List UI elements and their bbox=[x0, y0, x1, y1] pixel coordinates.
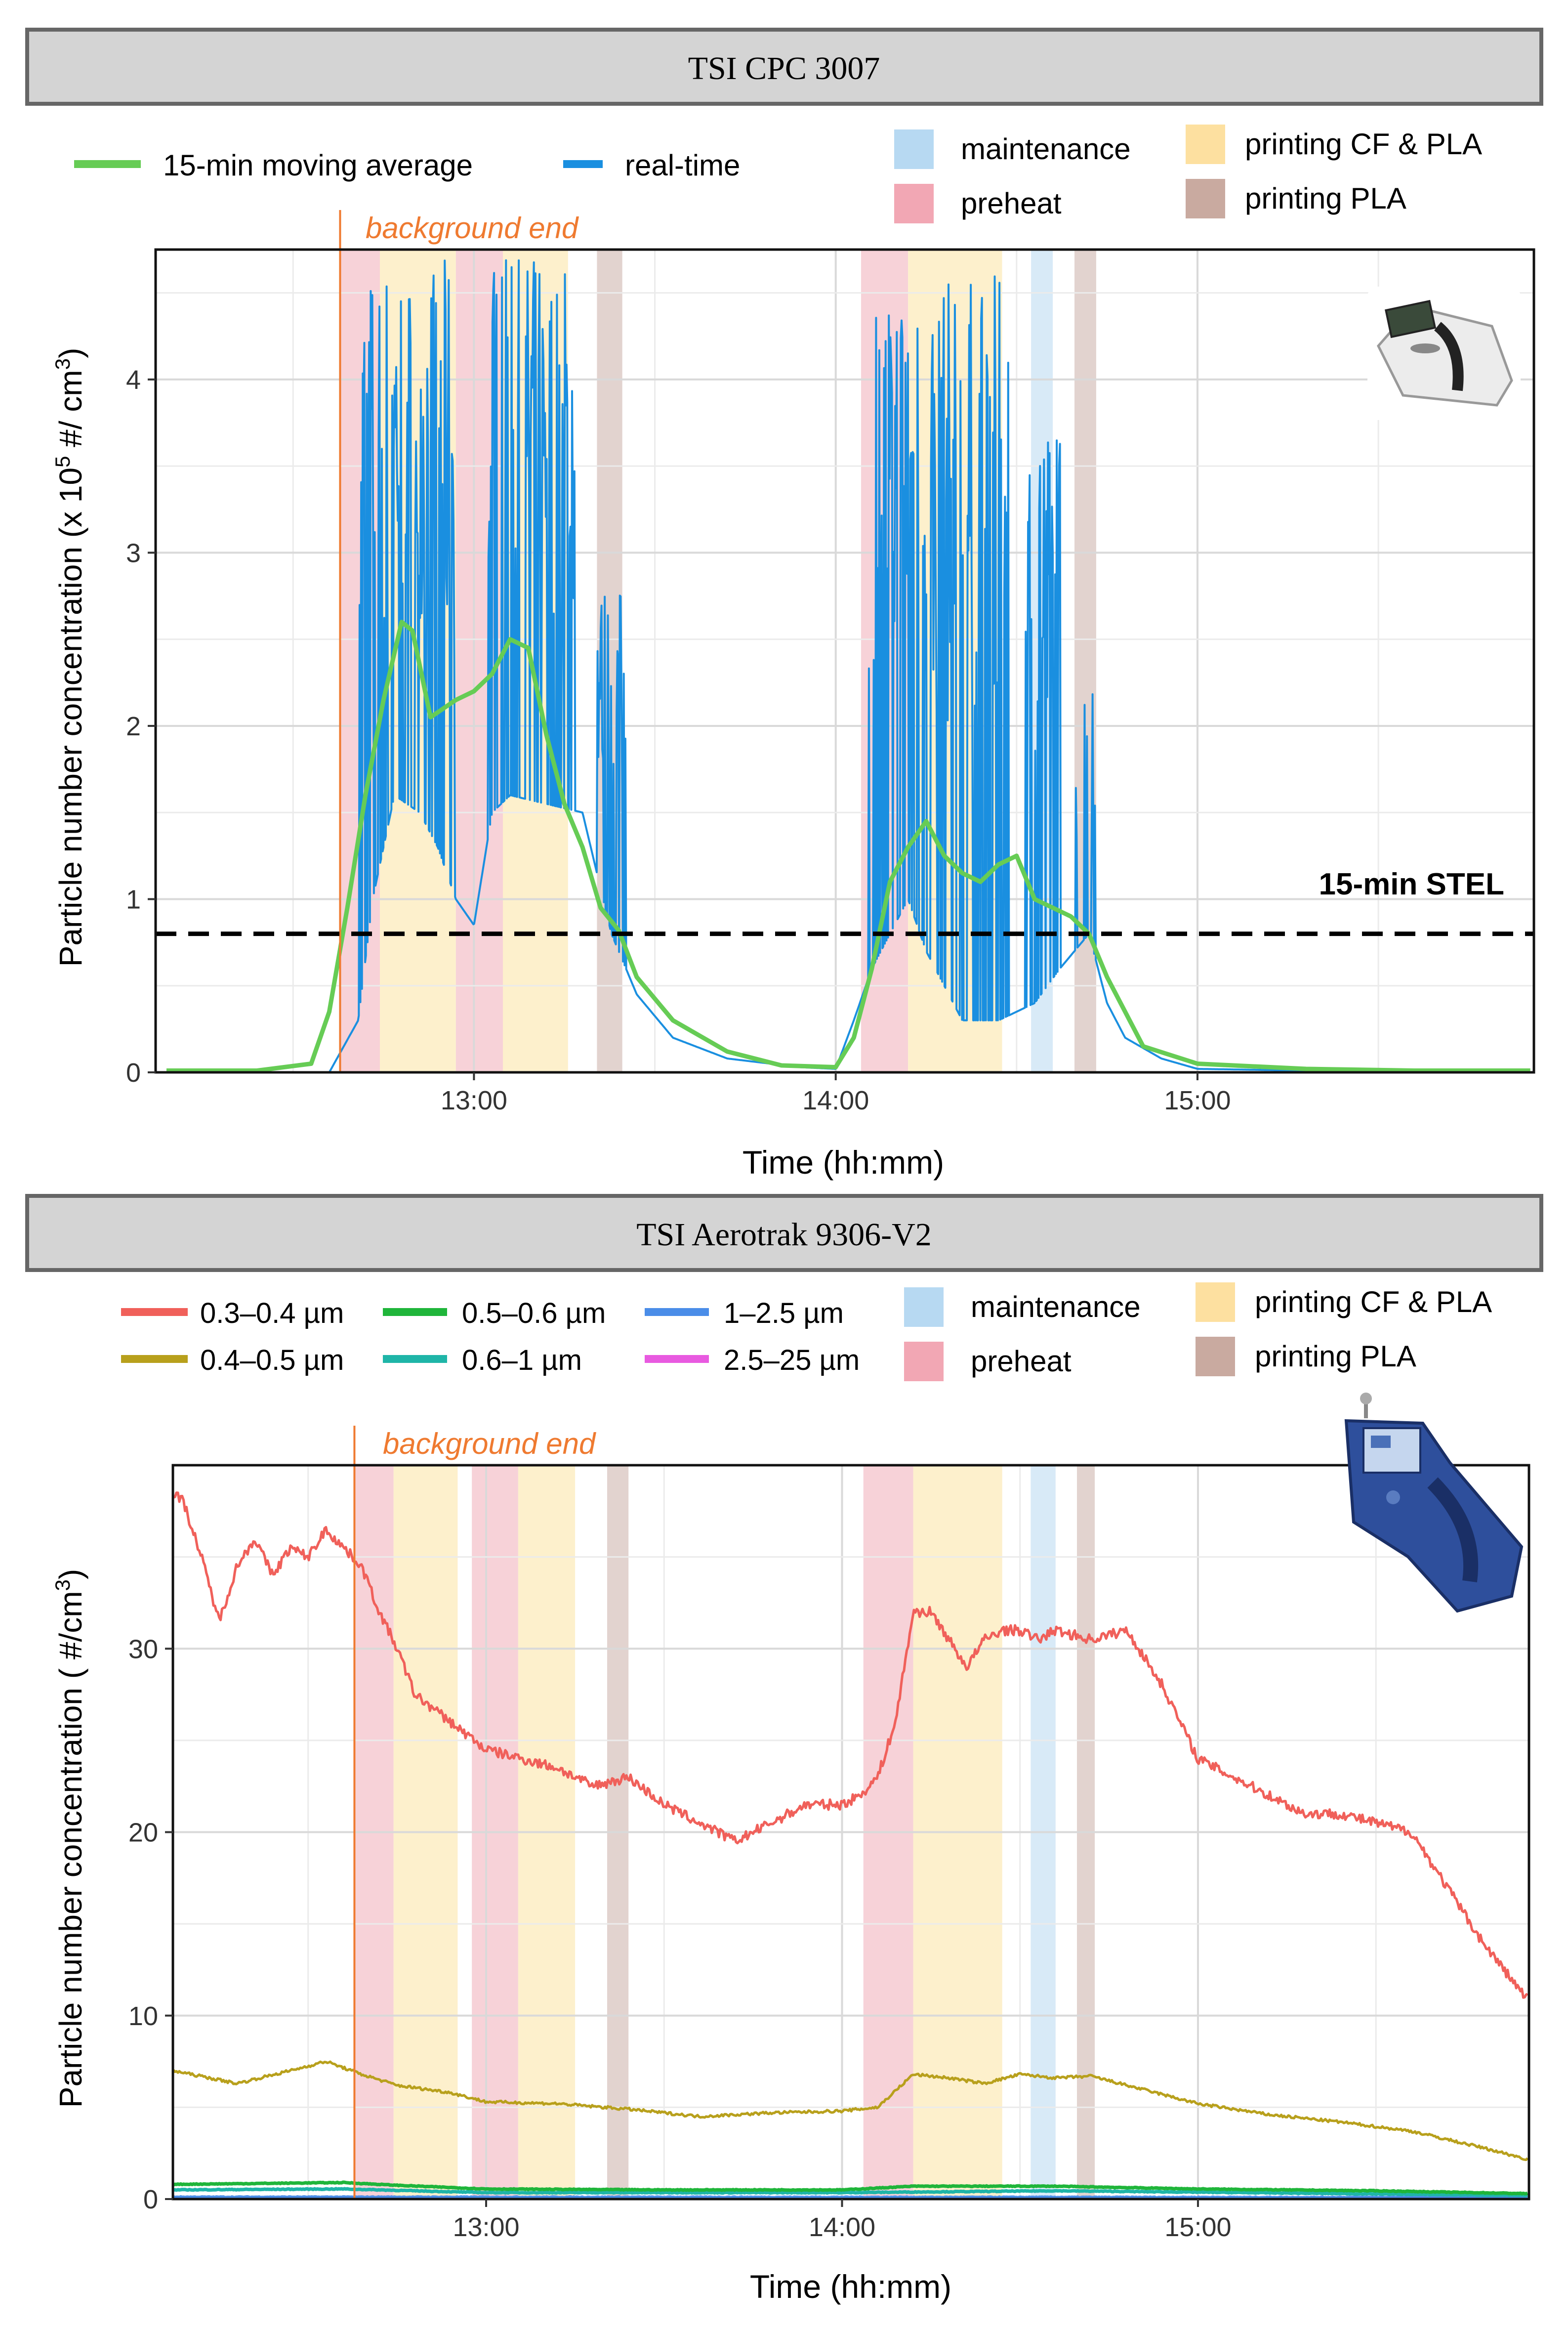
x-tick-label: 13:00 bbox=[453, 2212, 519, 2242]
y-tick-label: 3 bbox=[126, 538, 141, 568]
panel2-background-end-label: background end bbox=[383, 1427, 596, 1460]
legend-printing-cf-pla-label: printing CF & PLA bbox=[1245, 127, 1482, 161]
legend-04-05-label: 0.4–0.5 µm bbox=[200, 1344, 344, 1376]
legend2-maintenance-swatch bbox=[904, 1287, 944, 1327]
y-tick-label: 10 bbox=[128, 2001, 158, 2031]
x-tick-label: 14:00 bbox=[802, 1086, 869, 1115]
legend2-printing-pla-swatch bbox=[1196, 1337, 1235, 1376]
cpc-device-photo bbox=[1367, 287, 1521, 420]
legend-printing-cf-pla-swatch bbox=[1186, 125, 1225, 164]
legend2-maintenance-label: maintenance bbox=[971, 1290, 1141, 1323]
panel1-x-axis-label: Time (hh:mm) bbox=[743, 1144, 944, 1181]
panel1-plot-border bbox=[154, 248, 1535, 1074]
legend-maintenance-label: maintenance bbox=[961, 132, 1131, 166]
y-tick-label: 4 bbox=[126, 365, 141, 395]
size-bin-series-line bbox=[172, 2060, 1529, 2161]
panel2-legend: 0.3–0.4 µm 0.4–0.5 µm 0.5–0.6 µm 0.6–1 µ… bbox=[121, 1282, 1492, 1381]
panel2-x-axis-label: Time (hh:mm) bbox=[750, 2268, 951, 2305]
size-bin-series-line bbox=[173, 2195, 1528, 2200]
legend-03-04-label: 0.3–0.4 µm bbox=[200, 1297, 344, 1329]
panel2-y-axis-label: Particle number concentration ( #/cm3) bbox=[51, 1569, 88, 2108]
y-tick-label: 20 bbox=[128, 1818, 158, 1848]
x-tick-label: 15:00 bbox=[1164, 2212, 1231, 2242]
legend-preheat-swatch bbox=[894, 184, 934, 223]
x-tick-label: 14:00 bbox=[809, 2212, 875, 2242]
size-bin-series-line bbox=[173, 1491, 1528, 1999]
legend-05-06-label: 0.5–0.6 µm bbox=[462, 1297, 606, 1329]
panel1-title-bar: TSI CPC 3007 bbox=[25, 28, 1543, 106]
legend-real-time-label: real-time bbox=[625, 149, 740, 182]
aerotrak-device-photo bbox=[1344, 1393, 1524, 1613]
panel2-plot: 13:00 14:00 15:00 0 10 20 30 background end Ti… bbox=[51, 1393, 1530, 2305]
legend-1-25-label: 1–2.5 µm bbox=[724, 1297, 844, 1329]
legend-06-1-label: 0.6–1 µm bbox=[462, 1344, 582, 1376]
legend2-printing-pla-label: printing PLA bbox=[1255, 1340, 1416, 1373]
y-tick-label: 30 bbox=[128, 1634, 158, 1664]
panel1-y-axis-label: Particle number concentration (x 105 #/ … bbox=[51, 348, 88, 967]
y-tick-label: 0 bbox=[126, 1058, 141, 1088]
panel2-title-bar: TSI Aerotrak 9306-V2 bbox=[25, 1194, 1543, 1272]
panel1-title: TSI CPC 3007 bbox=[688, 50, 880, 86]
legend2-printing-cf-pla-swatch bbox=[1196, 1282, 1235, 1322]
legend-maintenance-swatch bbox=[894, 129, 934, 169]
size-bin-series-line bbox=[173, 2187, 1528, 2198]
y-tick-label: 0 bbox=[143, 2185, 158, 2214]
x-tick-label: 13:00 bbox=[441, 1086, 507, 1115]
legend-25-25-label: 2.5–25 µm bbox=[724, 1344, 860, 1376]
size-bin-series-line bbox=[173, 2180, 1528, 2196]
legend-printing-pla-label: printing PLA bbox=[1245, 182, 1406, 215]
moving-average-series-line bbox=[166, 620, 1530, 1073]
y-tick-label: 2 bbox=[126, 712, 141, 741]
panel2-title: TSI Aerotrak 9306-V2 bbox=[636, 1217, 932, 1253]
legend-printing-pla-swatch bbox=[1186, 179, 1225, 218]
panel1-plot: 13:00 14:00 15:00 0 1 2 3 4 15-min STEL backgro… bbox=[51, 210, 1535, 1181]
legend-moving-average-label: 15-min moving average bbox=[163, 149, 473, 182]
y-tick-label: 1 bbox=[126, 885, 141, 914]
stel-label: 15-min STEL bbox=[1319, 867, 1504, 901]
x-tick-label: 15:00 bbox=[1164, 1086, 1231, 1115]
panel1-legend: 15-min moving average real-time maintena… bbox=[74, 125, 1482, 223]
legend-preheat-label: preheat bbox=[961, 187, 1062, 220]
legend2-preheat-swatch bbox=[904, 1342, 944, 1381]
panel1-background-end-label: background end bbox=[366, 212, 579, 245]
legend2-printing-cf-pla-label: printing CF & PLA bbox=[1255, 1285, 1492, 1318]
legend2-preheat-label: preheat bbox=[971, 1345, 1072, 1378]
